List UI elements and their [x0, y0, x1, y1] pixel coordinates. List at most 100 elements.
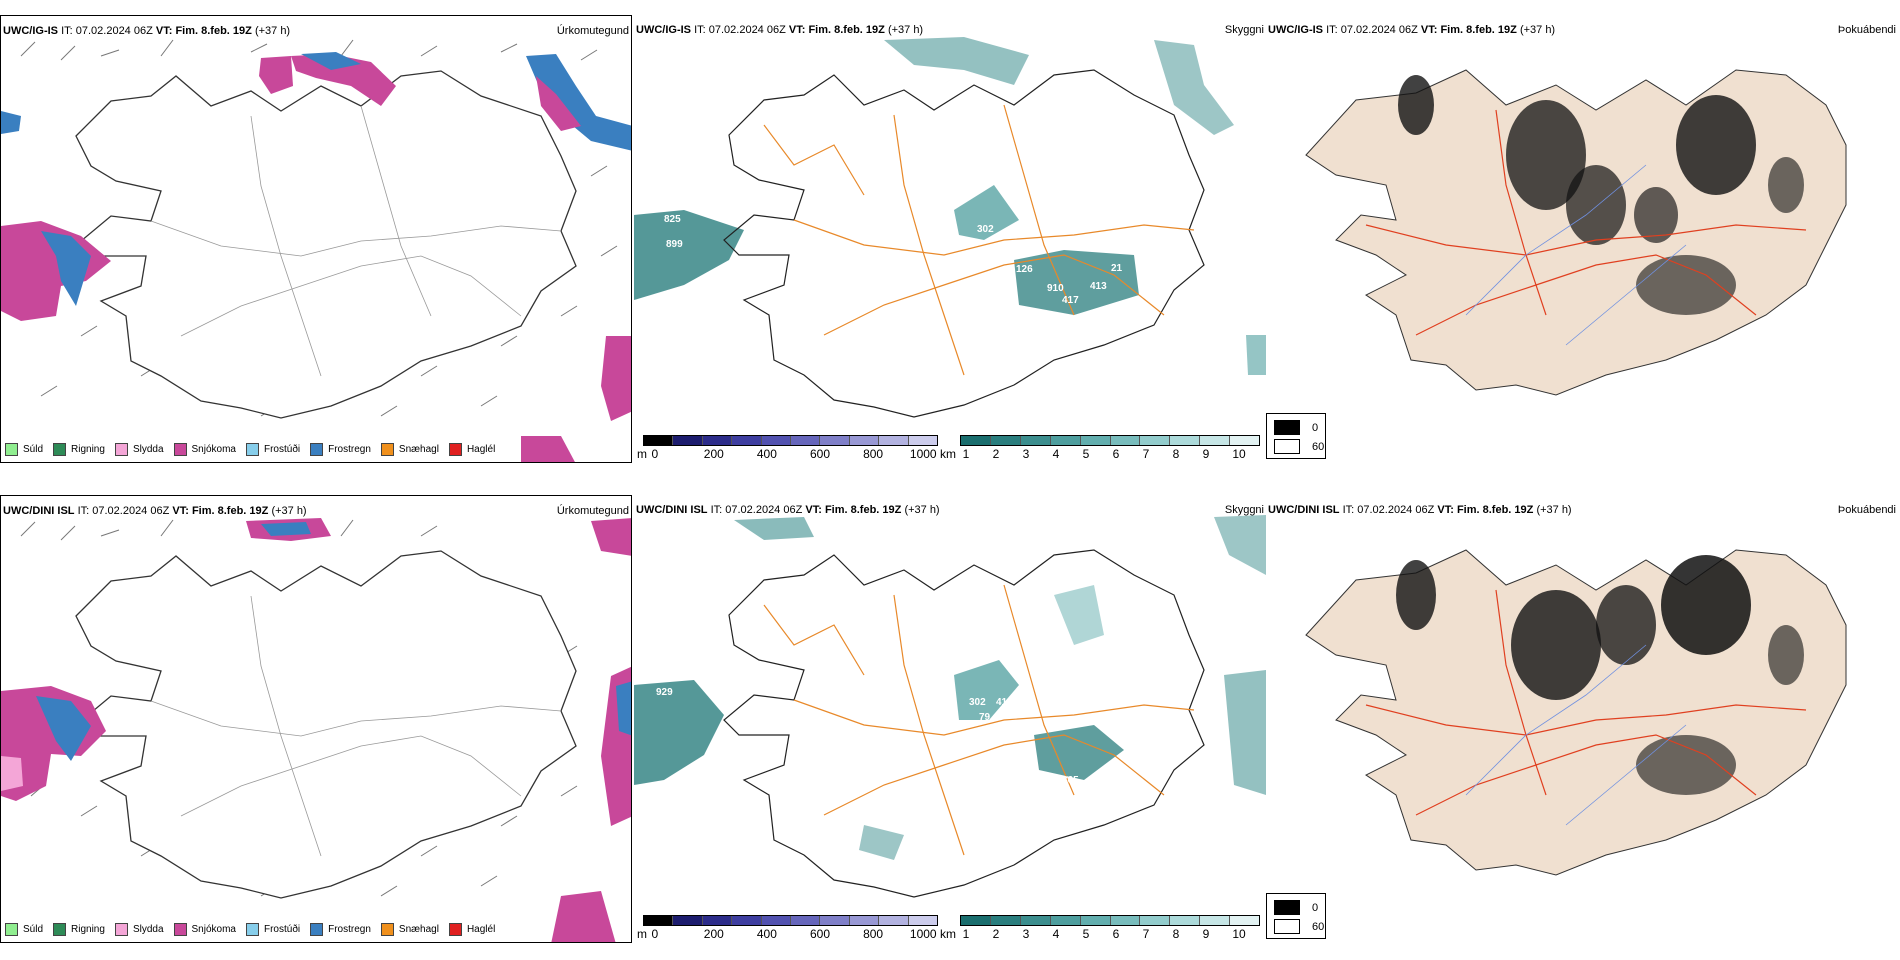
cloud-base-label: 825 [664, 214, 681, 225]
fog-legend-row1: 0 60 [1266, 413, 1326, 459]
cloud-map-row1: 825 899 302 126 910 417 413 21 [634, 37, 1266, 418]
scale-tick: 8 [1172, 927, 1180, 941]
legend-swatch [310, 442, 324, 456]
precip-legend: Súld Rigning Slydda Snjókoma Frostúði Fr… [5, 441, 495, 457]
fog-patches [1396, 555, 1804, 795]
cloud-panel-row1: UWC/IG-IS IT: 07.02.2024 06Z VT: Fim. 8.… [634, 15, 1266, 480]
fog-patches [1398, 75, 1804, 315]
scale-tick: 1000 [909, 927, 937, 941]
cloud-base-label: 302 [977, 224, 994, 235]
precip-panel-row2: UWC/DINI ISL IT: 07.02.2024 06Z VT: Fim.… [0, 495, 632, 943]
legend-swatch [53, 442, 67, 456]
roads [763, 104, 1195, 376]
scale-tick: 10 [1232, 927, 1246, 941]
cloud-base-label: 302 [969, 697, 986, 708]
cloud-base-label: 417 [1062, 295, 1079, 306]
precip-map-row2 [1, 518, 631, 942]
scale-tick: 6 [1112, 447, 1120, 461]
visibility-colorbar [960, 435, 1260, 446]
scale-tick: 4 [1052, 447, 1060, 461]
legend-item: Frostúði [245, 442, 300, 456]
panel-title: Skyggni [1224, 24, 1264, 36]
panel-header: UWC/IG-IS IT: 07.02.2024 06Z VT: Fim. 8.… [636, 24, 924, 36]
cloud-panel-row2: UWC/DINI ISL IT: 07.02.2024 06Z VT: Fim.… [634, 495, 1266, 960]
iceland-outline [723, 549, 1205, 898]
scale-tick: 400 [756, 927, 777, 941]
roads [150, 595, 562, 857]
fog-panel-row2: UWC/DINI ISL IT: 07.02.2024 06Z VT: Fim.… [1266, 495, 1898, 960]
scale-tick: 8 [1172, 447, 1180, 461]
cloud-base-label: 865 [1062, 775, 1079, 786]
scale-tick: 9 [1202, 447, 1210, 461]
iceland-outline [75, 70, 577, 419]
fog-legend-swatch [1274, 919, 1300, 934]
fog-map-row2 [1305, 549, 1847, 876]
fog-rivers [1465, 164, 1687, 346]
legend-item: Frostregn [310, 442, 371, 456]
precip-patches [1, 518, 631, 942]
legend-item: Slydda [114, 922, 164, 936]
scale-tick: 5 [1082, 447, 1090, 461]
fog-legend-label: 0 [1312, 901, 1319, 914]
legend-swatch [114, 922, 128, 936]
cloud-base-labels: 825 899 302 126 910 417 413 21 [664, 214, 1123, 306]
legend-item: Snæhagl [380, 442, 439, 456]
cloud-base-label: 79 [979, 712, 991, 723]
scale-tick: 800 [863, 447, 884, 461]
fog-legend-label: 0 [1312, 421, 1319, 434]
cloud-base-label: 413 [1090, 281, 1107, 292]
visibility-colorbar [960, 915, 1260, 926]
roads [763, 584, 1195, 856]
legend-item: Rigning [53, 442, 105, 456]
legend-swatch [245, 442, 259, 456]
scale-tick: 7 [1142, 927, 1150, 941]
legend-swatch [380, 442, 394, 456]
scale-tick: 0 [651, 447, 659, 461]
fog-rivers [1465, 644, 1687, 826]
legend-item: Haglél [448, 922, 495, 936]
legend-swatch [173, 442, 187, 456]
scale-tick: 1 [962, 927, 970, 941]
scale-tick: 3 [1022, 927, 1030, 941]
cloudbase-colorbar [643, 915, 938, 926]
panel-title: Úrkomutegund [556, 505, 629, 517]
scale-tick: 600 [809, 447, 831, 461]
legend-item: Súld [5, 922, 43, 936]
cloud-base-label: 413 [996, 697, 1013, 708]
legend-item: Snæhagl [380, 922, 439, 936]
legend-item: Snjókoma [173, 442, 236, 456]
fog-legend-row2: 0 60 [1266, 893, 1326, 939]
fog-map-row1 [1305, 69, 1847, 396]
legend-item: Súld [5, 442, 43, 456]
legend-swatch [114, 442, 128, 456]
cloud-base-label: 126 [1016, 264, 1033, 275]
fog-legend-label: 60 [1312, 920, 1325, 933]
panel-title: Þokuábendi [1837, 504, 1896, 516]
cloudbase-colorbar [643, 435, 938, 446]
panel-header: UWC/DINI ISL IT: 07.02.2024 06Z VT: Fim.… [636, 504, 940, 516]
legend-swatch [53, 922, 67, 936]
visibility-scale-row2: km 1 2 3 4 5 6 7 8 9 10 [940, 915, 1260, 941]
scale-unit: m [637, 927, 647, 941]
scale-tick: 7 [1142, 447, 1150, 461]
scale-tick: 2 [992, 447, 1000, 461]
scale-tick: 200 [703, 447, 724, 461]
legend-swatch [448, 442, 462, 456]
scale-tick: 6 [1112, 927, 1120, 941]
scale-tick: 1000 [909, 447, 937, 461]
panel-title: Skyggni [1224, 504, 1264, 516]
scale-tick: 400 [756, 447, 777, 461]
legend-item: Snjókoma [173, 922, 236, 936]
fog-legend-swatch [1274, 900, 1300, 915]
precip-legend: Súld Rigning Slydda Snjókoma Frostúði Fr… [5, 921, 495, 937]
panel-title: Úrkomutegund [556, 25, 629, 37]
fog-panel-row1: UWC/IG-IS IT: 07.02.2024 06Z VT: Fim. 8.… [1266, 15, 1898, 480]
cloud-map-row2: 929 302 413 79 865 [634, 515, 1266, 898]
precip-patches [1, 52, 631, 462]
scale-tick: 10 [1232, 447, 1246, 461]
scale-tick: 1 [962, 447, 970, 461]
scale-tick: 800 [863, 927, 884, 941]
panel-header: UWC/DINI ISL IT: 07.02.2024 06Z VT: Fim.… [3, 505, 307, 517]
cloud-base-label: 21 [1111, 263, 1123, 274]
scale-tick: 9 [1202, 927, 1210, 941]
